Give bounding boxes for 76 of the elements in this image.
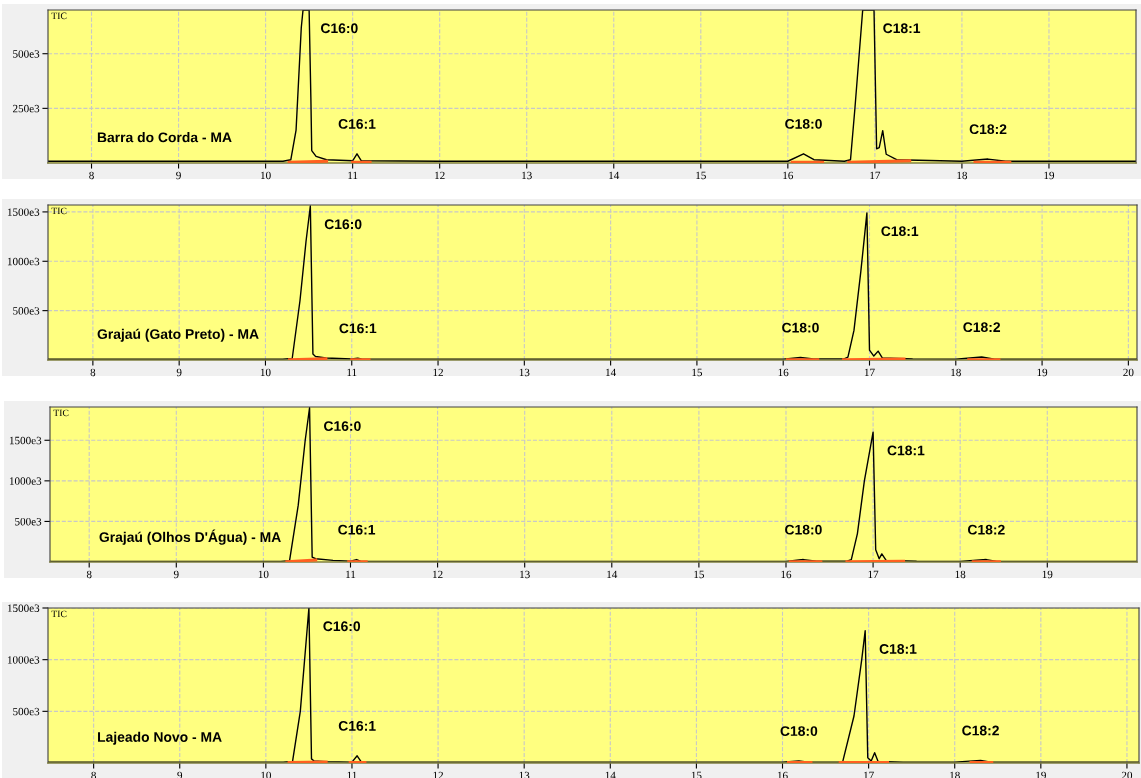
- x-tick-label: 9: [176, 171, 181, 180]
- y-tick-label: 1000e3: [7, 257, 40, 266]
- x-tick-label: 18: [951, 368, 961, 377]
- x-tick-label: 8: [90, 368, 96, 377]
- annotation: C16:0: [323, 621, 361, 632]
- x-tick-label: 15: [692, 368, 703, 377]
- annotation: C18:2: [963, 322, 1001, 333]
- x-tick-label: 16: [781, 570, 792, 579]
- x-tick-label: 20: [1123, 368, 1134, 377]
- annotation: C18:0: [785, 524, 822, 535]
- annotation: C18:2: [969, 124, 1007, 135]
- x-tick-label: 10: [261, 171, 271, 180]
- y-tick-label: 1000e3: [9, 477, 42, 485]
- y-tick-label: 1500e3: [7, 208, 40, 216]
- annotation: C16:0: [320, 23, 358, 34]
- annotation: C18:1: [887, 445, 925, 456]
- x-tick-label: 19: [1037, 368, 1048, 377]
- annotation: C18:0: [780, 726, 818, 736]
- x-tick-label: 12: [433, 570, 443, 579]
- annotation: C16:1: [339, 323, 377, 334]
- y-tick-label: 250e3: [13, 104, 40, 113]
- x-tick-label: 17: [870, 171, 881, 180]
- x-tick-label: 11: [348, 171, 358, 180]
- annotation: C18:2: [967, 524, 1005, 535]
- x-tick-label: 19: [1042, 570, 1053, 579]
- x-tick-label: 11: [347, 368, 357, 377]
- x-tick-label: 19: [1044, 171, 1055, 180]
- text: Grajaú (Gato Preto) - MA: [97, 328, 259, 342]
- x-tick-label: 14: [606, 368, 616, 377]
- y-tick-label: 1500e3: [9, 436, 42, 445]
- x-tick-label: 18: [955, 570, 966, 579]
- x-tick-label: 16: [783, 171, 794, 180]
- x-tick-label: 12: [435, 171, 445, 180]
- y-tick-label: 500e3: [13, 50, 40, 58]
- y-axis-title: TIC: [51, 610, 67, 618]
- annotation: C16:1: [338, 119, 376, 129]
- y-axis-title: TIC: [51, 12, 67, 20]
- x-tick-label: 8: [86, 570, 92, 579]
- text: Barra do Corda - MA: [97, 132, 232, 143]
- y-tick-label: 1000e3: [7, 656, 40, 664]
- y-axis-title: TIC: [51, 207, 67, 215]
- x-tick-label: 9: [173, 570, 179, 579]
- x-tick-label: 10: [258, 570, 269, 579]
- x-tick-label: 13: [519, 368, 530, 377]
- annotation: C18:1: [883, 23, 921, 34]
- x-tick-label: 10: [260, 368, 271, 377]
- x-tick-label: 14: [609, 171, 620, 180]
- x-tick-label: 18: [957, 171, 968, 180]
- x-tick-label: 8: [89, 171, 94, 180]
- annotation: C18:1: [879, 644, 917, 654]
- x-tick-label: 9: [176, 368, 182, 377]
- x-tick-label: 15: [694, 570, 705, 579]
- x-tick-label: 13: [522, 171, 532, 180]
- y-axis-title: TIC: [53, 409, 69, 417]
- text: Grajaú (Olhos D'Água) - MA: [99, 529, 281, 545]
- annotation: C18:2: [962, 725, 999, 736]
- annotation: C16:0: [324, 421, 361, 431]
- x-tick-label: 12: [433, 368, 443, 377]
- annotation: C18:0: [782, 322, 819, 333]
- y-tick-label: 500e3: [13, 707, 40, 716]
- x-tick-label: 15: [696, 171, 706, 180]
- annotation: C16:0: [324, 219, 362, 230]
- annotation: C18:1: [881, 226, 919, 237]
- annotation: C18:0: [785, 119, 822, 129]
- y-tick-label: 500e3: [15, 517, 42, 526]
- x-tick-label: 16: [778, 368, 789, 377]
- x-tick-label: 13: [520, 570, 530, 579]
- annotation: C16:1: [338, 524, 376, 535]
- y-tick-label: 1500e3: [7, 604, 40, 612]
- x-tick-label: 17: [868, 570, 879, 579]
- x-tick-label: 14: [607, 570, 618, 579]
- text: Lajeado Novo - MA: [98, 731, 222, 745]
- x-tick-label: 17: [864, 368, 875, 377]
- annotation: C16:1: [338, 720, 376, 731]
- y-tick-label: 500e3: [13, 307, 40, 315]
- x-tick-label: 11: [346, 570, 356, 579]
